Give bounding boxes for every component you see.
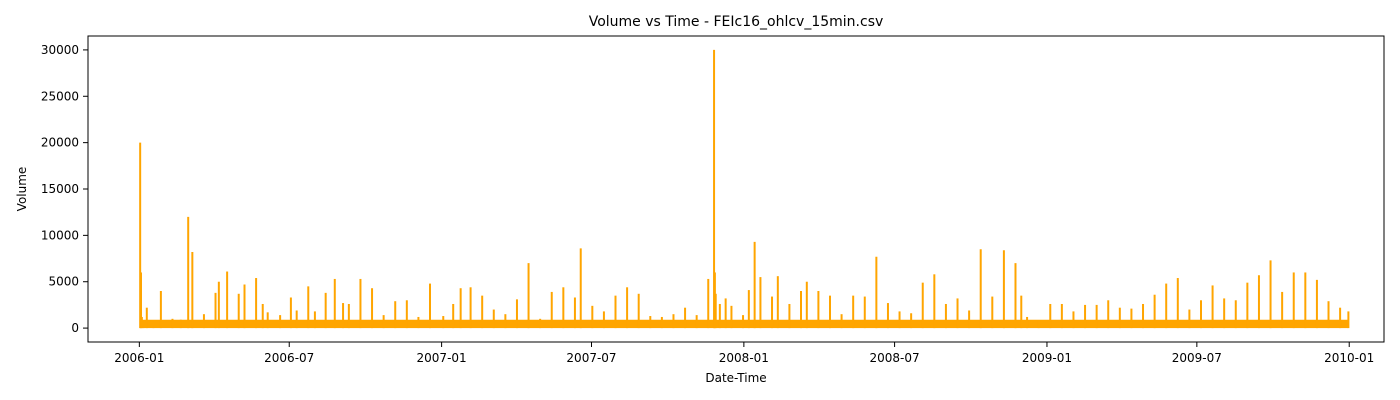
x-tick-label: 2010-01 (1324, 351, 1374, 365)
x-tick-label: 2009-01 (1022, 351, 1072, 365)
x-tick-label: 2006-07 (264, 351, 314, 365)
x-axis-label: Date-Time (705, 371, 766, 385)
y-tick-label: 30000 (41, 43, 79, 57)
series-baseline-band (140, 319, 1349, 329)
y-tick-label: 10000 (41, 228, 79, 242)
x-tick-label: 2006-01 (114, 351, 164, 365)
plot-area (139, 49, 1350, 329)
axes: 2006-01 2006-07 2007-01 2007-07 2008-01 2008-… (41, 35, 1385, 365)
chart-title: Volume vs Time - FEIc16_ohlcv_15min.csv (589, 14, 884, 30)
x-tick-label: 2007-01 (417, 351, 467, 365)
y-tick-label: 5000 (48, 275, 79, 289)
y-tick-label: 15000 (41, 182, 79, 196)
x-tick-label: 2008-01 (719, 351, 769, 365)
x-tick-label: 2009-07 (1172, 351, 1222, 365)
x-tick-label: 2008-07 (870, 351, 920, 365)
y-axis-label: Volume (15, 167, 29, 212)
x-tick-label: 2007-07 (566, 351, 616, 365)
y-tick-label: 0 (71, 321, 79, 335)
y-tick-label: 20000 (41, 136, 79, 150)
y-tick-label: 25000 (41, 89, 79, 103)
